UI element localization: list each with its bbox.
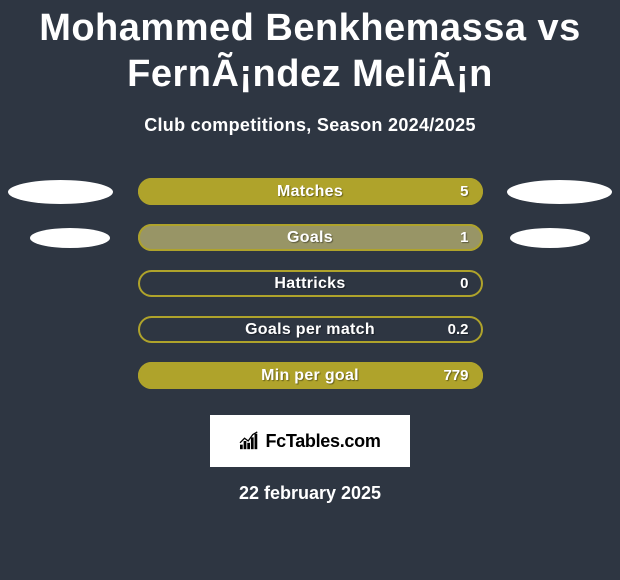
comparison-card: Mohammed Benkhemassa vs FernÃ¡ndez MeliÃ… [0,0,620,504]
branding-box[interactable]: FcTables.com [210,415,410,467]
stats-list: Matches 5 Goals 1 Hattricks 0 Goals per match 0… [0,178,620,389]
bar-chart-icon [239,431,261,451]
left-value-ellipse [8,180,113,204]
stat-label: Hattricks [274,275,345,293]
stat-row: Hattricks 0 [0,270,620,297]
subtitle: Club competitions, Season 2024/2025 [0,115,620,136]
right-value-ellipse [507,180,612,204]
stat-label: Matches [277,183,343,201]
stat-value: 779 [443,367,468,384]
stat-row: Goals 1 [0,224,620,251]
stat-label: Goals per match [245,321,375,339]
stat-value: 5 [460,183,468,200]
stat-pill: Hattricks 0 [138,270,483,297]
stat-label: Goals [287,229,333,247]
page-title: Mohammed Benkhemassa vs FernÃ¡ndez MeliÃ… [0,0,620,97]
stat-value: 1 [460,229,468,246]
stat-pill: Goals 1 [138,224,483,251]
date-text: 22 february 2025 [0,483,620,504]
stat-row: Min per goal 779 [0,362,620,389]
stat-row: Matches 5 [0,178,620,205]
left-value-ellipse [30,228,110,248]
stat-label: Min per goal [261,367,359,385]
stat-row: Goals per match 0.2 [0,316,620,343]
stat-pill: Min per goal 779 [138,362,483,389]
stat-pill: Matches 5 [138,178,483,205]
stat-pill: Goals per match 0.2 [138,316,483,343]
stat-value: 0.2 [448,321,469,338]
right-value-ellipse [510,228,590,248]
stat-value: 0 [460,275,468,292]
branding-text: FcTables.com [265,431,380,452]
